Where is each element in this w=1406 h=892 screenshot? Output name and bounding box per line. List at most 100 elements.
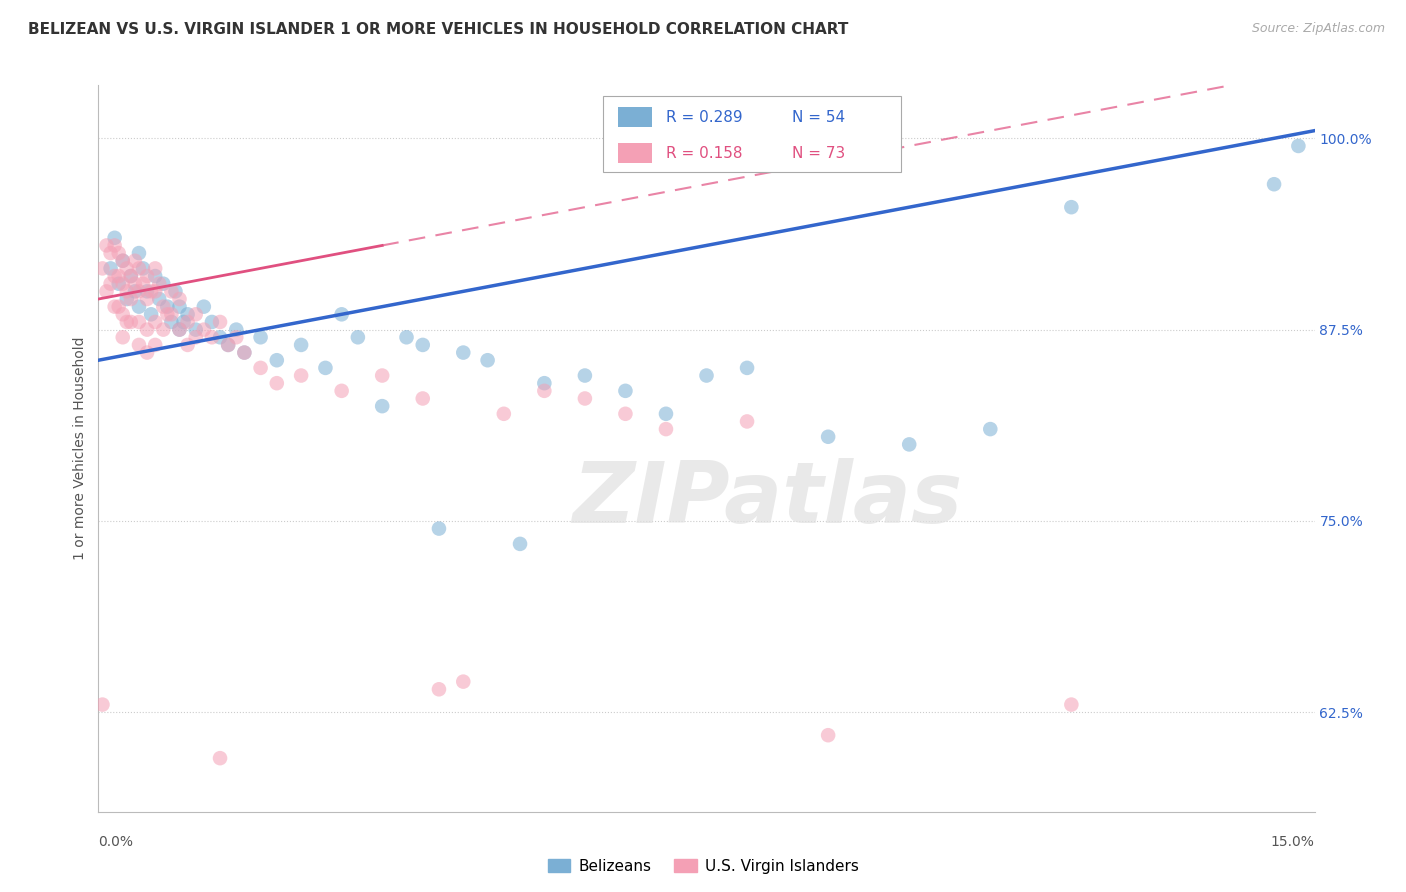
Text: 0.0%: 0.0%: [98, 835, 134, 848]
Text: R = 0.289: R = 0.289: [666, 110, 742, 125]
FancyBboxPatch shape: [603, 95, 901, 172]
Point: [614, 407, 637, 421]
Point: [735, 360, 758, 375]
Point: [184, 330, 207, 344]
Point: [169, 323, 191, 337]
Point: [152, 300, 174, 314]
Point: [217, 338, 239, 352]
Point: [201, 315, 224, 329]
Point: [96, 285, 118, 299]
Point: [266, 376, 288, 391]
Point: [427, 682, 450, 697]
Point: [128, 338, 150, 352]
Point: [128, 300, 150, 314]
Point: [412, 392, 434, 406]
Point: [124, 277, 146, 291]
Point: [136, 268, 159, 283]
Point: [104, 231, 127, 245]
Point: [104, 238, 127, 252]
Point: [104, 268, 127, 283]
Point: [655, 422, 678, 436]
Point: [330, 384, 353, 398]
Point: [136, 285, 159, 299]
Bar: [617, 143, 652, 163]
Point: [1263, 178, 1285, 192]
Point: [477, 353, 499, 368]
Point: [100, 277, 122, 291]
Point: [533, 376, 555, 391]
Point: [100, 246, 122, 260]
Point: [614, 384, 637, 398]
Text: ZIPatlas: ZIPatlas: [572, 458, 963, 541]
Point: [111, 253, 134, 268]
Point: [100, 261, 122, 276]
Bar: [617, 106, 652, 127]
Point: [124, 285, 146, 299]
Point: [152, 277, 174, 291]
Point: [143, 268, 166, 283]
Point: [128, 285, 150, 299]
Point: [574, 392, 596, 406]
Text: Source: ZipAtlas.com: Source: ZipAtlas.com: [1251, 22, 1385, 36]
Point: [136, 345, 159, 359]
Point: [249, 330, 271, 344]
Point: [169, 300, 191, 314]
Point: [209, 330, 232, 344]
Point: [696, 368, 718, 383]
Point: [492, 407, 515, 421]
Point: [817, 430, 839, 444]
Point: [176, 315, 198, 329]
Point: [107, 277, 129, 291]
Point: [111, 307, 134, 321]
Point: [120, 268, 142, 283]
Point: [184, 307, 207, 321]
Point: [233, 345, 256, 359]
Point: [169, 292, 191, 306]
Point: [427, 522, 450, 536]
Point: [104, 300, 127, 314]
Point: [136, 292, 159, 306]
Point: [148, 277, 170, 291]
Point: [107, 268, 129, 283]
Text: 15.0%: 15.0%: [1271, 835, 1315, 848]
Point: [107, 246, 129, 260]
Point: [169, 323, 191, 337]
Text: N = 73: N = 73: [792, 146, 845, 161]
Point: [107, 300, 129, 314]
Point: [290, 338, 312, 352]
Point: [209, 751, 232, 765]
Point: [176, 307, 198, 321]
Point: [156, 307, 179, 321]
Point: [371, 368, 394, 383]
Point: [201, 330, 224, 344]
Point: [139, 307, 162, 321]
Point: [143, 338, 166, 352]
Point: [111, 277, 134, 291]
Point: [314, 360, 336, 375]
Point: [193, 323, 215, 337]
Point: [184, 323, 207, 337]
Text: BELIZEAN VS U.S. VIRGIN ISLANDER 1 OR MORE VEHICLES IN HOUSEHOLD CORRELATION CHA: BELIZEAN VS U.S. VIRGIN ISLANDER 1 OR MO…: [28, 22, 848, 37]
Point: [225, 323, 247, 337]
Point: [395, 330, 418, 344]
Point: [225, 330, 247, 344]
Point: [132, 261, 155, 276]
Point: [160, 307, 183, 321]
Point: [143, 285, 166, 299]
Point: [96, 238, 118, 252]
Point: [124, 253, 146, 268]
Point: [1060, 200, 1083, 214]
Point: [139, 285, 162, 299]
Point: [290, 368, 312, 383]
Point: [347, 330, 370, 344]
Point: [148, 292, 170, 306]
Point: [128, 315, 150, 329]
Point: [1286, 139, 1309, 153]
Point: [143, 315, 166, 329]
Text: N = 54: N = 54: [792, 110, 845, 125]
Point: [412, 338, 434, 352]
Point: [249, 360, 271, 375]
Point: [176, 338, 198, 352]
Point: [371, 399, 394, 413]
Point: [330, 307, 353, 321]
